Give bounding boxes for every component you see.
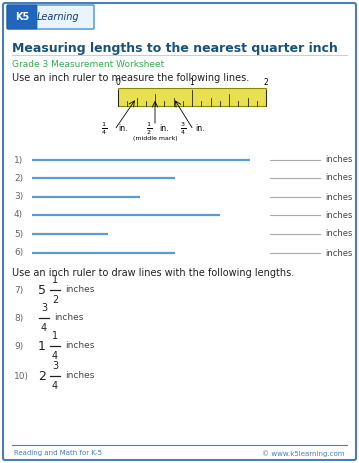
Text: Measuring lengths to the nearest quarter inch: Measuring lengths to the nearest quarter… [12,42,338,55]
Text: 10): 10) [14,371,29,381]
Text: inches: inches [325,156,353,164]
Text: 8): 8) [14,313,23,323]
Text: 0: 0 [116,78,120,87]
Text: inches: inches [325,230,353,238]
FancyBboxPatch shape [3,3,356,460]
Text: in.: in. [159,124,168,133]
Text: $\frac{1}{4}$: $\frac{1}{4}$ [102,120,107,137]
Text: Learning: Learning [37,12,79,22]
Text: 3): 3) [14,193,23,201]
Text: inches: inches [65,342,94,350]
Text: Reading and Math for K-5: Reading and Math for K-5 [14,450,102,456]
Bar [118,88,266,106]
Text: 3: 3 [41,303,47,313]
Text: $\frac{3}{4}$: $\frac{3}{4}$ [181,120,187,137]
Text: 5: 5 [38,283,46,296]
Text: in.: in. [118,124,128,133]
Text: 4: 4 [52,351,58,361]
Text: 1: 1 [52,331,58,341]
Text: 5): 5) [14,230,23,238]
Text: © www.k5learning.com: © www.k5learning.com [262,450,345,457]
Text: 4): 4) [14,211,23,219]
FancyBboxPatch shape [7,5,94,29]
Text: Use an inch ruler to draw lines with the following lengths.: Use an inch ruler to draw lines with the… [12,268,294,278]
Text: 4: 4 [52,381,58,391]
Text: inches: inches [54,313,83,323]
Text: 1: 1 [52,275,58,285]
Text: Grade 3 Measurement Worksheet: Grade 3 Measurement Worksheet [12,60,164,69]
Text: 2): 2) [14,174,23,182]
FancyBboxPatch shape [7,5,37,29]
Text: 9): 9) [14,342,23,350]
Text: inches: inches [325,249,353,257]
Text: Use an inch ruler to measure the following lines.: Use an inch ruler to measure the followi… [12,73,249,83]
Text: 6): 6) [14,249,23,257]
Text: inches: inches [65,371,94,381]
Text: in.: in. [196,124,205,133]
Text: 7): 7) [14,286,23,294]
Text: K5: K5 [15,12,29,22]
Text: inches: inches [325,211,353,219]
Text: (middle mark): (middle mark) [133,136,177,141]
Text: inches: inches [325,174,353,182]
Text: 1: 1 [38,339,46,352]
Text: inches: inches [325,193,353,201]
Text: inches: inches [65,286,94,294]
Text: 2: 2 [264,78,269,87]
Text: 3: 3 [52,361,58,371]
Text: $\frac{1}{2}$: $\frac{1}{2}$ [146,120,152,137]
Text: 4: 4 [41,323,47,333]
Text: 2: 2 [52,295,58,305]
Text: 2: 2 [38,369,46,382]
Text: 1): 1) [14,156,23,164]
Text: 1: 1 [190,78,194,87]
